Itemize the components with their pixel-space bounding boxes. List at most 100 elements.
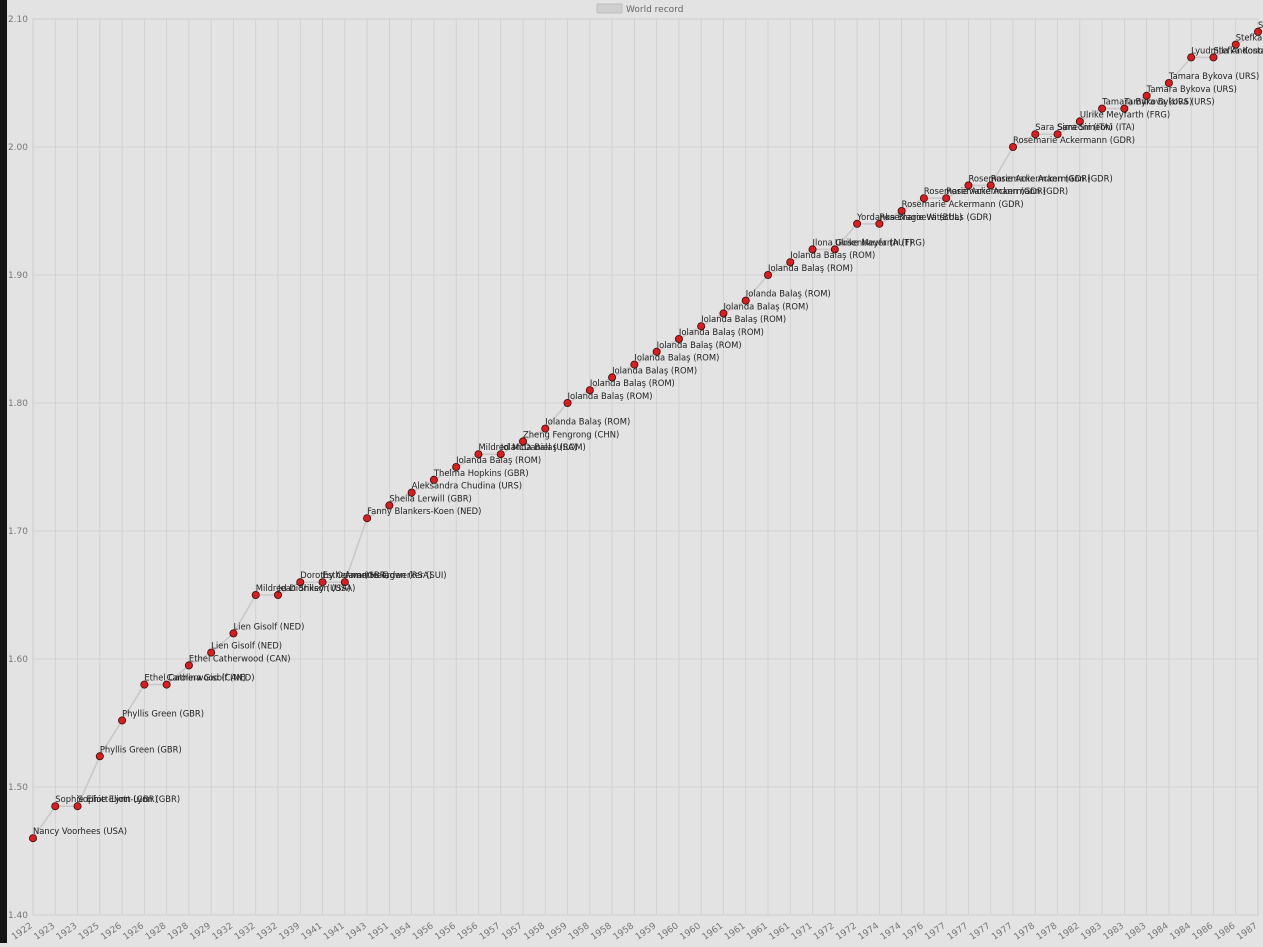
window-edge — [0, 0, 7, 943]
grid — [32, 18, 1259, 916]
data-label: Ethel Catherwood (CAN) — [189, 653, 291, 663]
x-tick-label: 1926 — [122, 921, 147, 942]
data-point — [229, 629, 238, 638]
data-label: Phyllis Green (GBR) — [100, 744, 182, 754]
data-point — [385, 501, 394, 510]
data-point — [184, 661, 193, 670]
x-tick-label: 1929 — [188, 921, 213, 942]
x-tick-label: 1923 — [32, 921, 56, 942]
data-label: Stefka Kostadinova (BUL) — [1258, 20, 1263, 30]
data-point — [162, 680, 171, 689]
data-point — [541, 424, 550, 433]
data-label: Esther van Heerden (RSA) — [323, 570, 432, 580]
data-point — [853, 219, 862, 228]
data-label: Lyudmila Andonova (BUL) — [1191, 45, 1263, 55]
data-point — [1209, 53, 1218, 62]
y-tick-label: 1.40 — [8, 911, 28, 921]
data-label: Lien Gisolf (NED) — [233, 621, 304, 631]
legend[interactable]: World record — [596, 3, 683, 15]
x-tick-label: 1939 — [277, 921, 302, 942]
data-point — [1120, 104, 1129, 113]
data-point — [986, 181, 995, 190]
data-label: Iolanda Balaş (ROM) — [701, 314, 786, 324]
data-point — [318, 578, 327, 587]
data-label: Thelma Hopkins (GBR) — [433, 468, 529, 478]
data-point — [363, 514, 372, 523]
data-point — [251, 591, 260, 600]
data-label: Ulrike Meyfarth (FRG) — [1080, 109, 1170, 119]
data-label: Mildred Didrikson (USA) — [256, 583, 356, 593]
data-label: Ulrike Meyfarth (FRG) — [835, 237, 925, 247]
data-point — [1254, 27, 1263, 36]
x-tick-label: 1928 — [144, 921, 169, 942]
data-label: Rosemarie Ackermann (GDR) — [1013, 135, 1135, 145]
data-point — [875, 219, 884, 228]
data-point — [73, 802, 82, 811]
data-label: Iolanda Balaş (ROM) — [679, 327, 764, 337]
series-line-path — [32, 31, 1259, 839]
x-tick-label: 1932 — [255, 921, 279, 942]
x-tick-label: 1960 — [656, 921, 681, 942]
x-tick-label: 1977 — [990, 921, 1014, 942]
data-point — [764, 270, 773, 279]
data-label: Stefka Kostadinova (BUL) — [1236, 33, 1263, 43]
data-point — [964, 181, 973, 190]
x-tick-label: 1972 — [834, 921, 858, 942]
x-tick-label: 1977 — [968, 921, 992, 942]
data-point — [1075, 117, 1084, 126]
data-point — [1187, 53, 1196, 62]
data-point — [741, 296, 750, 305]
data-label: Rosemarie Ackermann (GDR) — [946, 186, 1068, 196]
data-point — [95, 752, 104, 761]
y-tick-label: 1.90 — [8, 271, 28, 281]
x-tick-label: 1925 — [77, 921, 101, 942]
x-tick-label: 1956 — [433, 921, 458, 942]
data-point — [697, 322, 706, 331]
legend-label: World record — [626, 5, 683, 15]
data-point — [452, 462, 461, 471]
data-point — [652, 347, 661, 356]
data-label: Tamara Bykova (URS) — [1123, 97, 1214, 107]
x-tick-label: 1960 — [678, 921, 703, 942]
y-tick-label: 2.10 — [8, 15, 28, 25]
data-label: Iolanda Balaş (ROM) — [634, 353, 719, 363]
y-tick-label: 1.80 — [8, 399, 28, 409]
data-point — [273, 591, 282, 600]
y-tick-label: 1.50 — [8, 783, 28, 793]
x-tick-label: 1978 — [1012, 921, 1037, 942]
x-tick-label: 1974 — [879, 921, 904, 942]
data-label: Iolanda Balaş (ROM) — [790, 250, 875, 260]
data-point — [1053, 130, 1062, 139]
data-point — [608, 373, 617, 382]
x-tick-label: 1986 — [1213, 921, 1238, 942]
x-tick-label: 1961 — [767, 921, 791, 942]
x-tick-label: 1986 — [1191, 921, 1216, 942]
x-tick-label: 1923 — [55, 921, 79, 942]
data-point — [474, 450, 483, 459]
data-point — [296, 578, 305, 587]
data-label: Sophie Eliott-Lynn (GBR) — [78, 794, 181, 804]
x-tick-label: 1926 — [99, 921, 124, 942]
data-label: Iolanda Balaş (ROM) — [723, 301, 808, 311]
data-label: Yordanka Blagoeva (BUL) — [856, 212, 962, 222]
data-label: Dorothy Odam (GBR) — [300, 570, 389, 580]
data-label: Jean Shiley (USA) — [277, 583, 351, 593]
data-point — [496, 450, 505, 459]
data-label: Rosemarie Ackermann (GDR) — [902, 199, 1024, 209]
data-label: Tamara Bykova (URS) — [1101, 97, 1192, 107]
x-tick-label: 1932 — [233, 921, 257, 942]
data-label: Tamara Bykova (URS) — [1168, 71, 1259, 81]
x-tick-label: 1961 — [745, 921, 769, 942]
data-label: Ethel Catherwood (CAN) — [144, 673, 246, 683]
data-point — [407, 488, 416, 497]
axes: 1922192319231925192619261928192819291932… — [8, 15, 1260, 943]
data-label: Iolanda Balaş (ROM) — [456, 455, 541, 465]
data-label: Tamara Bykova (URS) — [1146, 84, 1237, 94]
data-label: Sara Simeoni (ITA) — [1035, 122, 1112, 132]
data-label: Stefka Kostadinova (BUL) — [1213, 45, 1263, 55]
data-label: Iolanda Balaş (ROM) — [657, 340, 742, 350]
data-label: Phyllis Green (GBR) — [122, 708, 204, 718]
x-tick-label: 1941 — [322, 921, 346, 942]
